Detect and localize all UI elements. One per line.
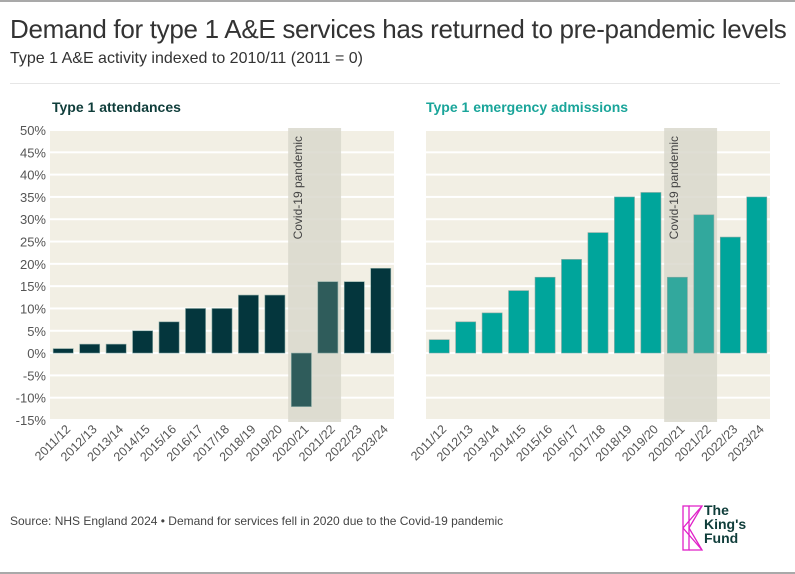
y-tick-label: 30% — [20, 212, 46, 227]
bar-2023-24 — [370, 268, 392, 354]
y-tick-label: 15% — [20, 279, 46, 294]
bar-2020-21 — [291, 352, 312, 407]
attendances-grid-band — [50, 376, 394, 397]
y-tick-label: -5% — [23, 368, 47, 383]
bar-2017-18 — [211, 308, 233, 354]
y-tick-label: -15% — [16, 413, 47, 428]
bar-2017-18 — [587, 232, 609, 354]
bar-2022-23 — [343, 281, 365, 354]
y-tick-label: 5% — [27, 324, 46, 339]
y-tick-label: 20% — [20, 257, 46, 272]
admissions-grid-band — [426, 153, 770, 174]
y-tick-label: 0% — [27, 346, 46, 361]
attendances-grid-band — [50, 287, 394, 308]
kings-fund-k-icon — [682, 505, 704, 551]
bar-2018-19 — [614, 196, 635, 354]
bar-2018-19 — [238, 294, 259, 354]
bar-2012-13 — [455, 321, 477, 354]
bar-2019-20 — [264, 294, 286, 354]
bar-2016-17 — [561, 259, 582, 354]
y-tick-label: -10% — [16, 391, 47, 406]
logo-line-3: Fund — [704, 530, 739, 546]
bar-2014-15 — [508, 290, 529, 354]
bar-2011-12 — [52, 348, 74, 354]
bar-2016-17 — [185, 308, 206, 354]
kings-fund-logo: The King's Fund — [682, 503, 782, 551]
bar-2023-24 — [746, 196, 768, 354]
admissions-grid-band — [426, 376, 770, 397]
admissions-grid-band — [426, 175, 770, 196]
source-note: Source: NHS England 2024 • Demand for se… — [10, 514, 504, 528]
y-tick-label: 45% — [20, 145, 46, 160]
logo-text: The King's Fund — [704, 503, 746, 545]
charts-canvas: Type 1 attendances 50% 45% 40% 35% 30% 25% 20% 1… — [16, 99, 770, 464]
attendances-panel: Type 1 attendances 50% 45% 40% 35% 30% 25% 20% 1… — [16, 99, 394, 464]
attendances-grid-band — [50, 175, 394, 196]
attendances-grid-band — [50, 264, 394, 286]
y-tick-label: 10% — [20, 301, 46, 316]
bar-2015-16 — [534, 276, 556, 354]
y-tick-label: 35% — [20, 190, 46, 205]
bar-2011-12 — [428, 339, 450, 354]
attendances-title: Type 1 attendances — [52, 99, 181, 115]
chart-title: Demand for type 1 A&E services has retur… — [10, 14, 787, 44]
bar-2021-22 — [693, 214, 715, 354]
attendances-covid-label: Covid-19 pandemic — [291, 136, 305, 239]
admissions-covid-label: Covid-19 pandemic — [667, 136, 681, 239]
logo-line-2: King's — [704, 516, 747, 532]
attendances-grid-band — [50, 131, 394, 152]
bar-2019-20 — [640, 192, 662, 354]
bar-2021-22 — [317, 281, 339, 354]
y-tick-label: 50% — [20, 123, 46, 138]
attendances-grid-band — [50, 220, 394, 241]
admissions-grid-band — [426, 131, 770, 152]
attendances-grid-band — [50, 242, 394, 263]
bottom-border — [0, 572, 795, 574]
admissions-grid-band — [426, 197, 770, 219]
bar-2020-21 — [667, 276, 688, 354]
bar-2013-14 — [481, 312, 503, 354]
bar-2014-15 — [132, 330, 153, 354]
bar-2013-14 — [105, 343, 127, 354]
chart-subtitle: Type 1 A&E activity indexed to 2010/11 (… — [10, 50, 363, 67]
logo-line-1: The — [704, 502, 729, 518]
admissions-grid-band — [426, 398, 770, 419]
attendances-grid-band — [50, 354, 394, 375]
header-divider — [10, 83, 780, 84]
y-tick-label: 25% — [20, 235, 46, 250]
admissions-panel: Type 1 emergency admissions Covid-19 pand… — [408, 99, 770, 464]
bar-2012-13 — [79, 343, 101, 354]
y-tick-label: 40% — [20, 168, 46, 183]
attendances-grid-band — [50, 197, 394, 219]
attendances-grid-band — [50, 398, 394, 419]
top-border — [0, 0, 795, 2]
bar-2015-16 — [158, 321, 180, 354]
attendances-grid-band — [50, 153, 394, 174]
admissions-grid-band — [426, 354, 770, 375]
admissions-title: Type 1 emergency admissions — [426, 99, 628, 115]
bar-2022-23 — [719, 236, 741, 354]
